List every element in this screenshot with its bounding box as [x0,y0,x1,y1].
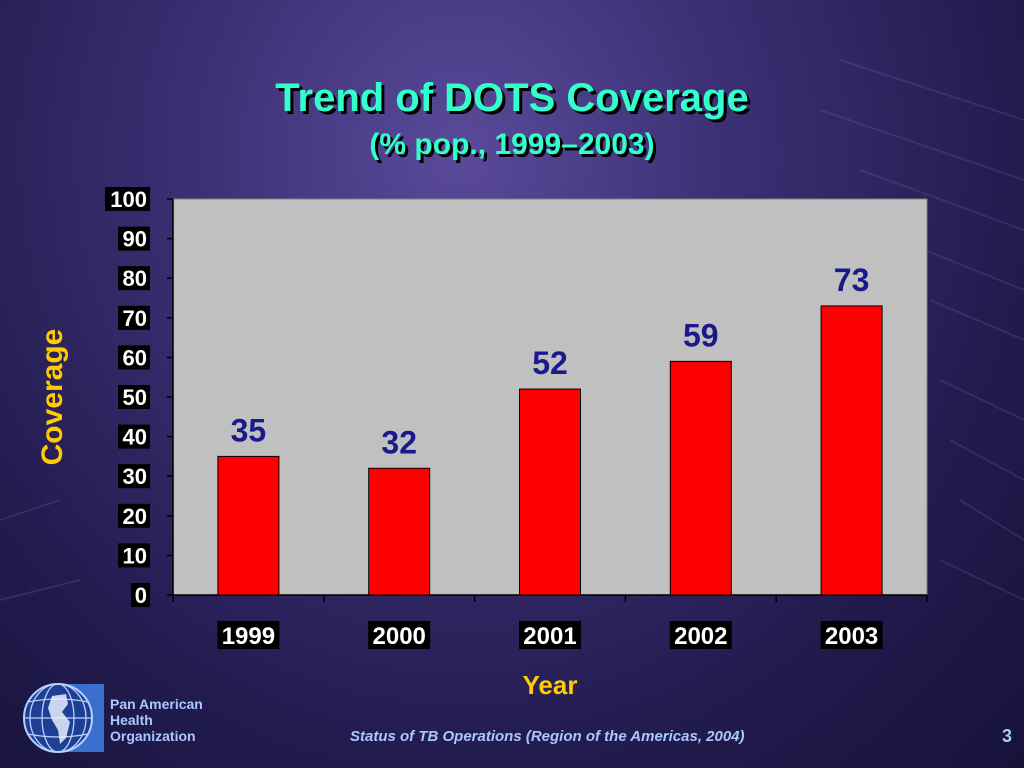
y-tick-label-bg [118,503,150,528]
org-line: Health [110,712,153,728]
x-axis: 1999 2000 2001 2002 2003 [172,594,928,650]
y-tick-label: 60 [123,345,147,370]
y-axis-label: Coverage [36,329,69,466]
bar-data-label: 32 [381,424,417,460]
bar [217,455,280,596]
y-tick-label: 80 [123,266,147,291]
x-tick-label: 2002 [674,623,727,650]
chart-title: Trend of DOTS Coverage [275,76,749,120]
x-tick-label: 2000 [373,623,426,650]
y-tick-label-bg [118,266,150,291]
y-tick-label-bg [118,305,150,330]
paho-globe-logo [23,683,104,753]
y-tick-label: 20 [123,504,147,529]
bar-data-label: 73 [834,262,870,298]
y-tick-label-bg [118,543,150,568]
y-axis: 0 10 20 30 40 50 60 70 80 90 100 [105,187,174,608]
y-tick-label: 100 [110,187,147,212]
y-tick-label-bg [118,464,150,489]
bar [519,388,581,596]
y-tick-label: 10 [123,543,147,568]
y-tick-label: 40 [123,425,147,450]
organization-name: Pan American Health Organization [110,696,203,744]
x-tick-label-bg [820,621,883,649]
y-tick-label: 0 [135,583,147,608]
y-tick-label-bg [118,345,150,370]
y-tick-label-bg [118,424,150,449]
bar-data-label: 35 [231,412,267,448]
x-tick-label: 1999 [222,623,275,650]
x-tick-label-bg [519,621,581,649]
footer-text: Status of TB Operations (Region of the A… [350,728,745,745]
y-tick-label: 70 [123,306,147,331]
page-number: 3 [1001,726,1012,746]
y-tick-label-bg [105,187,150,211]
bar-data-label: 59 [683,317,719,353]
y-tick-label-bg [131,583,150,607]
bars: 35 32 52 59 73 [217,262,883,596]
bar [368,467,431,596]
y-tick-label: 90 [123,227,147,252]
y-tick-label-bg [118,385,150,409]
y-tick-label: 50 [123,385,147,410]
x-tick-label-bg [669,621,732,649]
bar-data-label: 52 [532,345,568,381]
chart-subtitle: (% pop., 1999–2003) [369,128,655,161]
x-tick-label: 2003 [825,623,878,650]
org-line: Organization [110,728,196,744]
bar [820,305,883,596]
x-tick-label-bg [368,621,431,649]
y-tick-label: 30 [123,464,147,489]
x-tick-label: 2001 [523,623,576,650]
y-tick-label-bg [118,226,150,251]
bar [669,360,732,596]
org-line: Pan American [110,696,203,712]
x-tick-label-bg [217,621,280,649]
x-axis-label: Year [523,670,578,700]
